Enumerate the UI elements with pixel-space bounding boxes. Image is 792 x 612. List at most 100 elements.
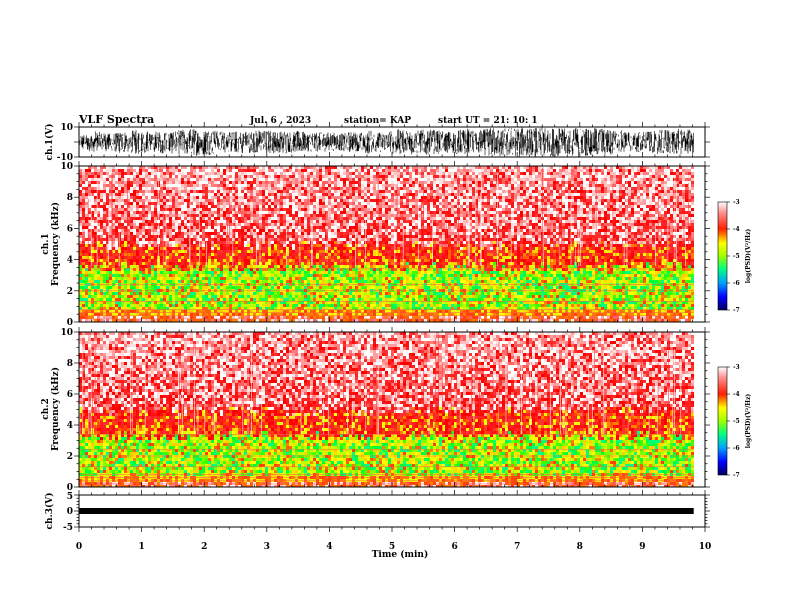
spectrogram-cell xyxy=(310,199,313,202)
spectrogram-cell xyxy=(304,277,307,280)
spectrogram-cell xyxy=(124,181,127,184)
spectrogram-cell xyxy=(313,292,316,295)
spectrogram-cell xyxy=(250,208,253,211)
spectrogram-cell xyxy=(298,169,301,172)
spectrogram-cell xyxy=(103,262,106,265)
spectrogram-cell xyxy=(103,274,106,277)
spectrogram-cell xyxy=(214,313,217,316)
spectrogram-cell xyxy=(178,244,181,247)
spectrogram-cell xyxy=(127,250,130,253)
spectrogram-cell xyxy=(85,184,88,187)
spectrogram-cell xyxy=(307,301,310,304)
spectrogram-cell xyxy=(115,202,118,205)
spectrogram-cell xyxy=(133,232,136,235)
spectrogram-cell xyxy=(349,229,352,232)
spectrogram-cell xyxy=(304,250,307,253)
spectrogram-cell xyxy=(115,241,118,244)
spectrogram-cell xyxy=(148,274,151,277)
spectrogram-cell xyxy=(268,250,271,253)
spectrogram-cell xyxy=(286,253,289,256)
spectrogram-cell xyxy=(142,193,145,196)
spectrogram-cell xyxy=(85,280,88,283)
spectrogram-cell xyxy=(283,229,286,232)
spectrogram-cell xyxy=(154,307,157,310)
spectrogram-cell xyxy=(283,310,286,313)
spectrogram-cell xyxy=(346,313,349,316)
spectrogram-cell xyxy=(256,226,259,229)
spectrogram-cell xyxy=(277,196,280,199)
spectrogram-cell xyxy=(346,280,349,283)
spectrogram-cell xyxy=(112,187,115,190)
spectrogram-cell xyxy=(163,223,166,226)
spectrogram-cell xyxy=(343,217,346,220)
spectrogram-cell xyxy=(166,190,169,193)
spectrogram-cell xyxy=(136,277,139,280)
spectrogram-cell xyxy=(220,232,223,235)
spectrogram-cell xyxy=(289,199,292,202)
spectrogram-cell xyxy=(109,214,112,217)
spectrogram-cell xyxy=(310,178,313,181)
spectrogram-cell xyxy=(352,172,355,175)
spectrogram-cell xyxy=(220,250,223,253)
spectrogram-cell xyxy=(304,316,307,319)
spectrogram-cell xyxy=(202,295,205,298)
spectrogram-cell xyxy=(247,271,250,274)
spectrogram-cell xyxy=(148,295,151,298)
spectrogram-cell xyxy=(184,178,187,181)
spectrogram-cell xyxy=(259,253,262,256)
spectrogram-cell xyxy=(145,271,148,274)
spectrogram-cell xyxy=(355,178,358,181)
spectrogram-cell xyxy=(148,262,151,265)
spectrogram-cell xyxy=(349,232,352,235)
spectrogram-cell xyxy=(151,262,154,265)
spectrogram-cell xyxy=(202,298,205,301)
spectrogram-cell xyxy=(229,202,232,205)
spectrogram-cell xyxy=(352,301,355,304)
spectrogram-cell xyxy=(343,193,346,196)
spectrogram-cell xyxy=(85,205,88,208)
spectrogram-cell xyxy=(106,172,109,175)
spectrogram-cell xyxy=(163,205,166,208)
spectrogram-cell xyxy=(148,184,151,187)
spectrogram-cell xyxy=(97,307,100,310)
spectrogram-cell xyxy=(148,175,151,178)
spectrogram-cell xyxy=(193,274,196,277)
spectrogram-cell xyxy=(286,181,289,184)
spectrogram-cell xyxy=(358,193,361,196)
spectrogram-cell xyxy=(121,184,124,187)
spectrogram-cell xyxy=(217,304,220,307)
spectrogram-cell xyxy=(334,238,337,241)
spectrogram-cell xyxy=(259,223,262,226)
spectrogram-cell xyxy=(166,253,169,256)
spectrogram-cell xyxy=(259,241,262,244)
spectrogram-cell xyxy=(304,265,307,268)
spectrogram-cell xyxy=(163,229,166,232)
spectrogram-cell xyxy=(181,223,184,226)
spectrogram-cell xyxy=(208,292,211,295)
spectrogram-cell xyxy=(202,247,205,250)
spectrogram-cell xyxy=(274,310,277,313)
spectrogram-cell xyxy=(256,172,259,175)
spectrogram-cell xyxy=(310,184,313,187)
spectrogram-cell xyxy=(166,232,169,235)
spectrogram-cell xyxy=(277,178,280,181)
spectrogram-cell xyxy=(202,265,205,268)
spectrogram-cell xyxy=(322,208,325,211)
spectrogram-cell xyxy=(79,214,82,217)
spectrogram-cell xyxy=(265,184,268,187)
spectrogram-cell xyxy=(286,187,289,190)
spectrogram-cell xyxy=(319,286,322,289)
spectrogram-cell xyxy=(145,280,148,283)
spectrogram-cell xyxy=(169,241,172,244)
spectrogram-cell xyxy=(226,304,229,307)
spectrogram-cell xyxy=(148,280,151,283)
spectrogram-cell xyxy=(265,271,268,274)
spectrogram-cell xyxy=(289,268,292,271)
spectrogram-cell xyxy=(88,199,91,202)
spectrogram-cell xyxy=(97,277,100,280)
spectrogram-cell xyxy=(88,232,91,235)
spectrogram-cell xyxy=(313,193,316,196)
spectrogram-cell xyxy=(322,238,325,241)
spectrogram-cell xyxy=(295,178,298,181)
spectrogram-cell xyxy=(172,229,175,232)
